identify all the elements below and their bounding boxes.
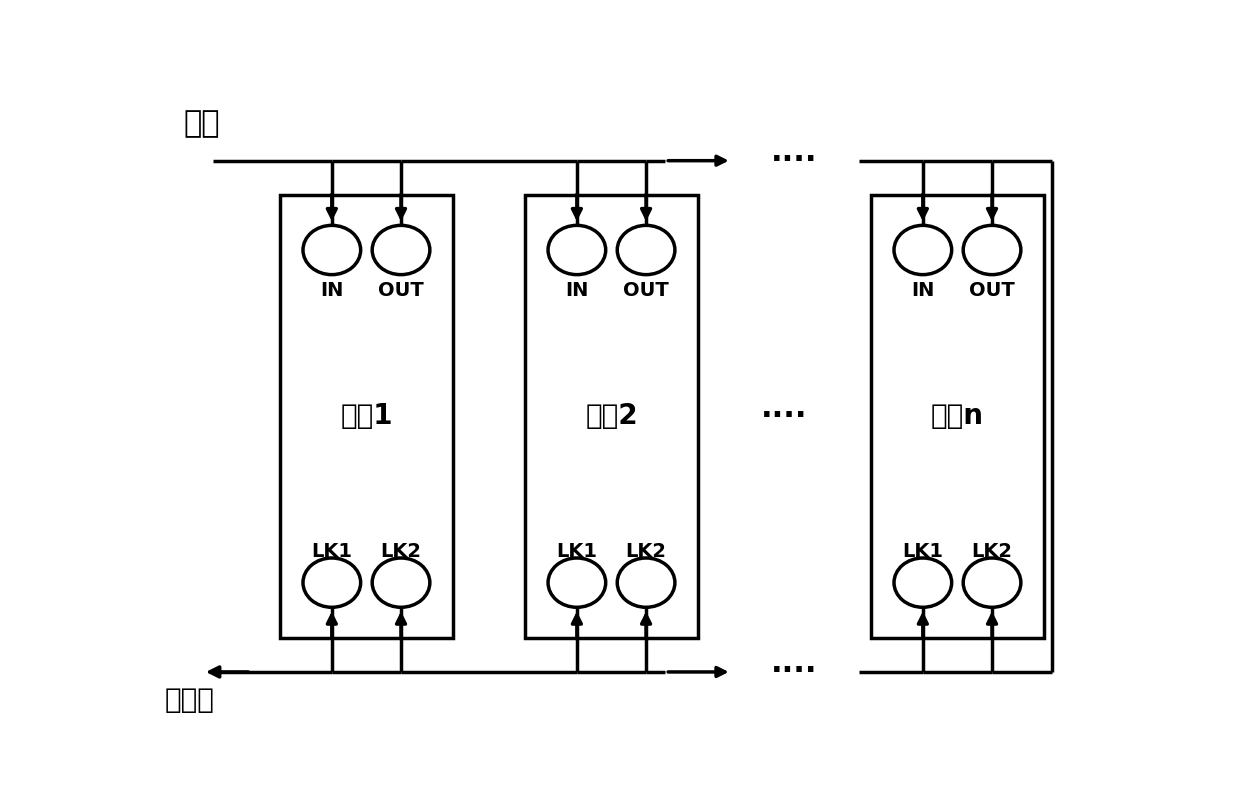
FancyBboxPatch shape xyxy=(280,194,453,638)
Text: ····: ···· xyxy=(761,402,807,431)
Text: LK2: LK2 xyxy=(971,542,1013,562)
Text: IN: IN xyxy=(911,281,935,299)
Text: 电源: 电源 xyxy=(184,110,221,138)
Text: OUT: OUT xyxy=(624,281,668,299)
Text: IN: IN xyxy=(565,281,589,299)
Text: LK1: LK1 xyxy=(903,542,944,562)
Text: ····: ···· xyxy=(771,658,817,686)
FancyBboxPatch shape xyxy=(525,194,698,638)
Text: LK1: LK1 xyxy=(557,542,598,562)
Text: OUT: OUT xyxy=(378,281,424,299)
Text: OUT: OUT xyxy=(970,281,1014,299)
Text: 以太网: 以太网 xyxy=(165,686,215,714)
Text: 模块2: 模块2 xyxy=(585,402,637,430)
Text: LK2: LK2 xyxy=(381,542,422,562)
FancyBboxPatch shape xyxy=(870,194,1044,638)
Text: LK2: LK2 xyxy=(625,542,667,562)
Text: ····: ···· xyxy=(771,146,817,175)
Text: LK1: LK1 xyxy=(311,542,352,562)
Text: IN: IN xyxy=(320,281,343,299)
Text: 模块n: 模块n xyxy=(931,402,983,430)
Text: 模块1: 模块1 xyxy=(340,402,393,430)
